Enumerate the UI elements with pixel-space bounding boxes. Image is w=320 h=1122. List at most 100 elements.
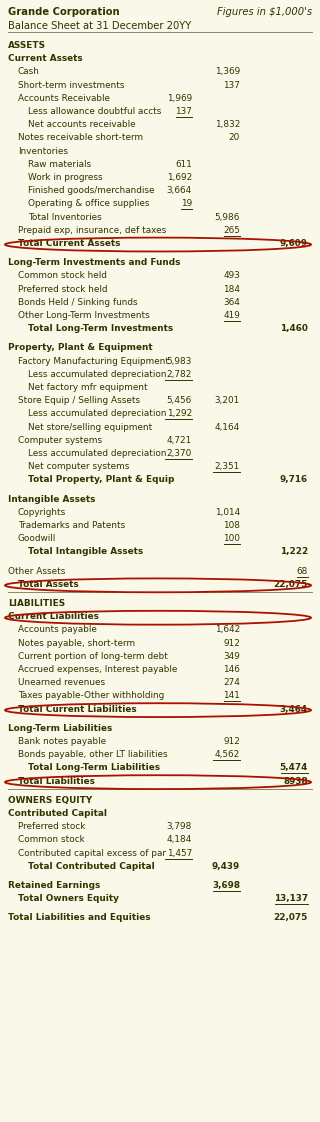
Text: Copyrights: Copyrights bbox=[18, 508, 66, 517]
Text: 9,716: 9,716 bbox=[280, 476, 308, 485]
Text: 137: 137 bbox=[223, 81, 240, 90]
Text: 1,642: 1,642 bbox=[215, 625, 240, 634]
Text: 2,351: 2,351 bbox=[215, 462, 240, 471]
Text: Figures in $1,000's: Figures in $1,000's bbox=[217, 7, 312, 17]
Text: 3,664: 3,664 bbox=[167, 186, 192, 195]
Text: Current Liabilities: Current Liabilities bbox=[8, 613, 99, 622]
Text: 1,460: 1,460 bbox=[280, 324, 308, 333]
Text: Long-Term Investments and Funds: Long-Term Investments and Funds bbox=[8, 258, 180, 267]
Text: 364: 364 bbox=[223, 297, 240, 306]
Text: Unearned revenues: Unearned revenues bbox=[18, 678, 105, 687]
Text: Bank notes payable: Bank notes payable bbox=[18, 737, 106, 746]
Text: 912: 912 bbox=[223, 638, 240, 647]
Text: 184: 184 bbox=[223, 285, 240, 294]
Text: Work in progress: Work in progress bbox=[28, 173, 103, 182]
Text: Total Contributed Capital: Total Contributed Capital bbox=[28, 862, 155, 871]
Text: Total Current Liabilities: Total Current Liabilities bbox=[18, 705, 137, 714]
Text: 1,457: 1,457 bbox=[167, 848, 192, 857]
Text: Inventories: Inventories bbox=[18, 147, 68, 156]
Text: Preferred stock held: Preferred stock held bbox=[18, 285, 108, 294]
Text: 22,075: 22,075 bbox=[274, 580, 308, 589]
Text: 4,721: 4,721 bbox=[167, 435, 192, 444]
Text: Net accounts receivable: Net accounts receivable bbox=[28, 120, 136, 129]
Text: Notes receivable short-term: Notes receivable short-term bbox=[18, 134, 143, 142]
Text: 137: 137 bbox=[175, 107, 192, 116]
Text: 265: 265 bbox=[223, 226, 240, 234]
Text: 100: 100 bbox=[223, 534, 240, 543]
Text: Net store/selling equipment: Net store/selling equipment bbox=[28, 423, 152, 432]
Text: Notes payable, short-term: Notes payable, short-term bbox=[18, 638, 135, 647]
Text: Finished goods/merchandise: Finished goods/merchandise bbox=[28, 186, 155, 195]
Text: 68: 68 bbox=[297, 567, 308, 576]
Text: 141: 141 bbox=[223, 691, 240, 700]
Text: Total Current Assets: Total Current Assets bbox=[18, 239, 120, 248]
Text: Cash: Cash bbox=[18, 67, 40, 76]
Text: Bonds payable, other LT liabilities: Bonds payable, other LT liabilities bbox=[18, 751, 168, 760]
Text: 146: 146 bbox=[223, 665, 240, 674]
Text: Common stock: Common stock bbox=[18, 836, 85, 845]
Text: Less accumulated depreciation: Less accumulated depreciation bbox=[28, 449, 166, 458]
Text: 5,983: 5,983 bbox=[167, 357, 192, 366]
Text: Accounts Receivable: Accounts Receivable bbox=[18, 94, 110, 103]
Text: Other Long-Term Investments: Other Long-Term Investments bbox=[18, 311, 150, 320]
Text: 493: 493 bbox=[223, 272, 240, 280]
Text: Store Equip / Selling Assets: Store Equip / Selling Assets bbox=[18, 396, 140, 405]
Text: Taxes payable-Other withholding: Taxes payable-Other withholding bbox=[18, 691, 164, 700]
Text: Short-term investments: Short-term investments bbox=[18, 81, 124, 90]
Text: Current Assets: Current Assets bbox=[8, 54, 83, 63]
Text: Preferred stock: Preferred stock bbox=[18, 822, 85, 831]
Text: 9,609: 9,609 bbox=[280, 239, 308, 248]
Text: Operating & office supplies: Operating & office supplies bbox=[28, 200, 149, 209]
Text: 912: 912 bbox=[223, 737, 240, 746]
Text: Total Inventories: Total Inventories bbox=[28, 212, 102, 222]
Text: 4,164: 4,164 bbox=[215, 423, 240, 432]
Text: Total Assets: Total Assets bbox=[18, 580, 79, 589]
Text: 8938: 8938 bbox=[284, 776, 308, 785]
Text: 1,832: 1,832 bbox=[215, 120, 240, 129]
Text: Total Liabilities and Equities: Total Liabilities and Equities bbox=[8, 913, 150, 922]
Text: Contributed Capital: Contributed Capital bbox=[8, 809, 107, 818]
Text: 2,782: 2,782 bbox=[167, 370, 192, 379]
Text: Net computer systems: Net computer systems bbox=[28, 462, 129, 471]
Text: 1,969: 1,969 bbox=[167, 94, 192, 103]
Text: Long-Term Liabilities: Long-Term Liabilities bbox=[8, 724, 112, 733]
Text: 9,439: 9,439 bbox=[212, 862, 240, 871]
Text: 3,698: 3,698 bbox=[212, 881, 240, 890]
Text: 419: 419 bbox=[223, 311, 240, 320]
Text: 5,986: 5,986 bbox=[215, 212, 240, 222]
Text: Intangible Assets: Intangible Assets bbox=[8, 495, 95, 504]
Text: Factory Manufacturing Equipment: Factory Manufacturing Equipment bbox=[18, 357, 169, 366]
Text: 20: 20 bbox=[229, 134, 240, 142]
Text: ASSETS: ASSETS bbox=[8, 42, 46, 50]
Text: 1,692: 1,692 bbox=[167, 173, 192, 182]
Text: Less allowance doubtful accts: Less allowance doubtful accts bbox=[28, 107, 161, 116]
Text: Grande Corporation: Grande Corporation bbox=[8, 7, 120, 17]
Text: Trademarks and Patents: Trademarks and Patents bbox=[18, 521, 125, 530]
Text: OWNERS EQUITY: OWNERS EQUITY bbox=[8, 795, 92, 804]
Text: Accounts payable: Accounts payable bbox=[18, 625, 97, 634]
Text: Net factory mfr equipment: Net factory mfr equipment bbox=[28, 383, 148, 392]
Text: Less accumulated depreciation: Less accumulated depreciation bbox=[28, 410, 166, 419]
Text: Accrued expenses, Interest payable: Accrued expenses, Interest payable bbox=[18, 665, 177, 674]
Text: 19: 19 bbox=[181, 200, 192, 209]
Text: Total Intangible Assets: Total Intangible Assets bbox=[28, 548, 143, 557]
Text: LIABILITIES: LIABILITIES bbox=[8, 599, 65, 608]
Text: Total Liabilities: Total Liabilities bbox=[18, 776, 95, 785]
Text: 1,014: 1,014 bbox=[215, 508, 240, 517]
Text: 3,201: 3,201 bbox=[215, 396, 240, 405]
Text: 108: 108 bbox=[223, 521, 240, 530]
Text: Total Long-Term Investments: Total Long-Term Investments bbox=[28, 324, 173, 333]
Text: 1,292: 1,292 bbox=[167, 410, 192, 419]
Text: 1,369: 1,369 bbox=[215, 67, 240, 76]
Text: Contributed capital excess of par: Contributed capital excess of par bbox=[18, 848, 166, 857]
Text: 1,222: 1,222 bbox=[280, 548, 308, 557]
Text: Current portion of long-term debt: Current portion of long-term debt bbox=[18, 652, 168, 661]
Text: Total Long-Term Liabilities: Total Long-Term Liabilities bbox=[28, 763, 160, 772]
Text: 3,464: 3,464 bbox=[280, 705, 308, 714]
Text: 611: 611 bbox=[175, 159, 192, 168]
Text: Total Property, Plant & Equip: Total Property, Plant & Equip bbox=[28, 476, 174, 485]
Text: 2,370: 2,370 bbox=[167, 449, 192, 458]
Text: Property, Plant & Equipment: Property, Plant & Equipment bbox=[8, 343, 153, 352]
Text: Goodwill: Goodwill bbox=[18, 534, 56, 543]
Text: 22,075: 22,075 bbox=[274, 913, 308, 922]
